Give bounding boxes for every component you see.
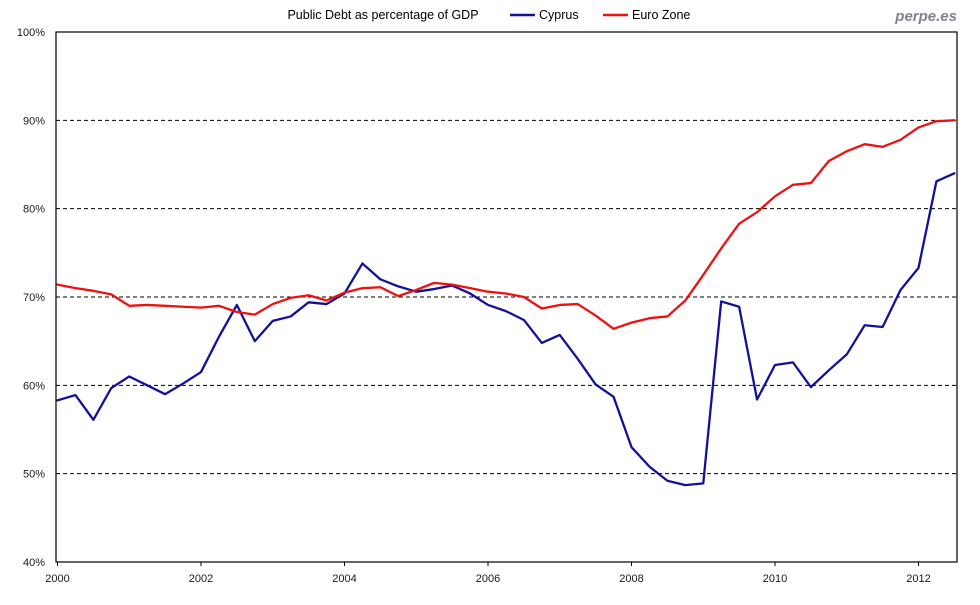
- x-axis-labels: 2000 2002 2004 2006 2008 2010 2012: [45, 562, 931, 585]
- y-tick-label-100: 100%: [17, 27, 45, 39]
- x-tick-label-2008: 2008: [619, 573, 643, 585]
- legend-label-eurozone: Euro Zone: [632, 8, 690, 22]
- x-tick-label-2002: 2002: [189, 573, 213, 585]
- x-tick-label-2006: 2006: [476, 573, 500, 585]
- y-tick-label-90: 90%: [23, 115, 45, 127]
- legend-label-cyprus: Cyprus: [539, 8, 579, 22]
- y-tick-label-40: 40%: [23, 557, 45, 569]
- x-tick-label-2012: 2012: [906, 573, 930, 585]
- grid-layer: [56, 119, 957, 475]
- x-tick-label-2010: 2010: [763, 573, 787, 585]
- y-tick-label-60: 60%: [23, 380, 45, 392]
- y-tick-label-80: 80%: [23, 204, 45, 216]
- y-tick-label-70: 70%: [23, 292, 45, 304]
- plot-border: [55, 31, 958, 563]
- chart-title: Public Debt as percentage of GDP: [287, 8, 478, 22]
- x-tick-label-2004: 2004: [332, 573, 356, 585]
- series-line-cyprus: [56, 172, 956, 487]
- y-tick-label-50: 50%: [23, 469, 45, 481]
- y-axis-labels: 40% 50% 60% 70% 80% 90% 100%: [17, 27, 45, 569]
- series-line-euro-zone: [56, 119, 956, 330]
- x-tick-label-2000: 2000: [45, 573, 69, 585]
- series-layer: [56, 119, 956, 487]
- legend: Cyprus Euro Zone: [510, 8, 690, 22]
- watermark: perpe.es: [894, 8, 957, 25]
